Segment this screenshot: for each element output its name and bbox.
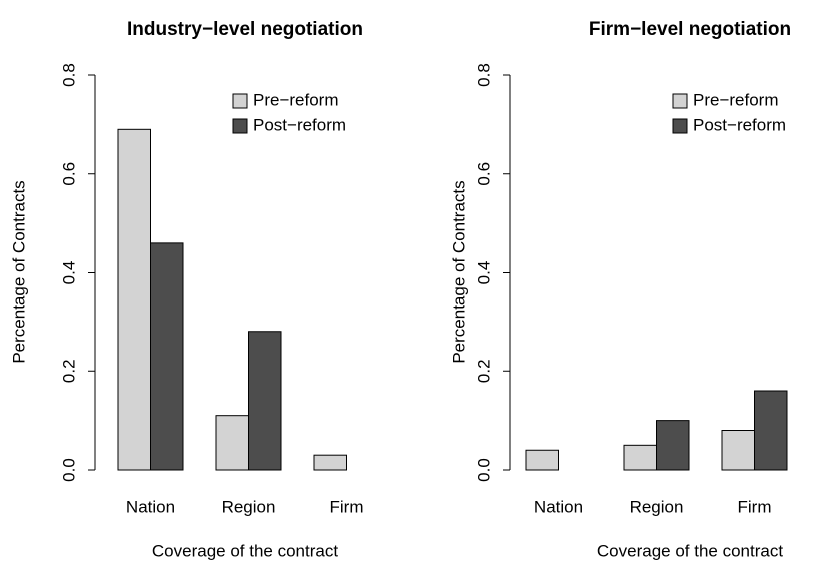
legend-swatch: [232, 118, 248, 134]
legend-swatch: [232, 93, 248, 109]
y-axis-label: Percentage of Contracts: [9, 180, 28, 363]
y-tick-label: 0.4: [474, 261, 493, 285]
legend-label: Post−reform: [693, 115, 786, 134]
bar: [525, 449, 559, 471]
bar: [623, 444, 657, 471]
y-tick-label: 0.2: [59, 359, 78, 383]
x-tick-label: Firm: [330, 497, 364, 516]
y-tick-label: 0.0: [474, 458, 493, 482]
x-tick-label: Nation: [126, 497, 175, 516]
chart-title: Firm−level negotiation: [589, 19, 791, 40]
bar: [656, 420, 690, 471]
y-tick-label: 0.6: [474, 162, 493, 186]
y-tick-label: 0.8: [59, 63, 78, 87]
legend-swatch: [672, 93, 688, 109]
y-tick-label: 0.8: [474, 63, 493, 87]
y-tick-label: 0.6: [59, 162, 78, 186]
y-tick-label: 0.0: [59, 458, 78, 482]
x-tick-label: Nation: [534, 497, 583, 516]
bar: [721, 430, 755, 471]
x-tick-label: Firm: [738, 497, 772, 516]
legend-label: Pre−reform: [253, 90, 339, 109]
bar: [754, 390, 788, 471]
x-axis-label: Coverage of the contract: [152, 541, 338, 560]
bar: [248, 331, 282, 471]
bar: [313, 454, 347, 471]
legend-label: Pre−reform: [693, 90, 779, 109]
x-tick-label: Region: [630, 497, 684, 516]
x-tick-label: Region: [222, 497, 276, 516]
chart-title: Industry−level negotiation: [127, 19, 363, 40]
y-tick-label: 0.2: [474, 359, 493, 383]
bar: [117, 128, 151, 471]
bar: [150, 242, 184, 471]
legend-swatch: [672, 118, 688, 134]
y-tick-label: 0.4: [59, 261, 78, 285]
y-axis-label: Percentage of Contracts: [449, 180, 468, 363]
legend-label: Post−reform: [253, 115, 346, 134]
x-axis-label: Coverage of the contract: [597, 541, 783, 560]
bar: [215, 415, 249, 471]
